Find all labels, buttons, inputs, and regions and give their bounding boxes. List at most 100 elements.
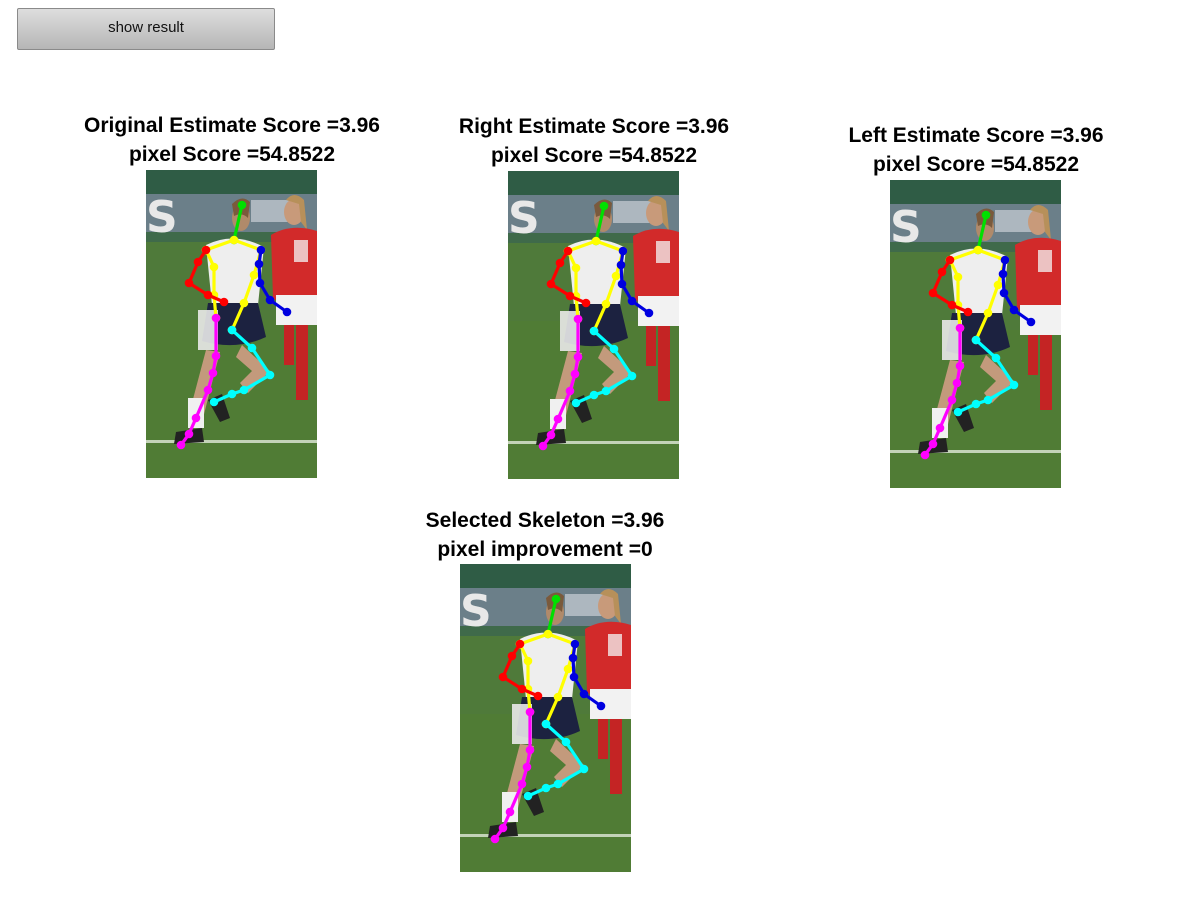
joint-dot xyxy=(991,353,1001,363)
joint-dot xyxy=(601,299,611,309)
joint-dot xyxy=(571,263,581,273)
joint-dot xyxy=(573,352,583,362)
left-estimate-score: Left Estimate Score =3.96 xyxy=(848,124,1104,147)
joint-dot xyxy=(227,325,237,335)
joint-dot xyxy=(209,397,219,407)
joint-dot xyxy=(553,692,563,702)
joint-dot xyxy=(953,407,963,417)
joint-dot xyxy=(208,368,218,378)
joint-dot xyxy=(983,308,993,318)
joint-dot xyxy=(219,297,229,307)
joint-dot xyxy=(517,684,527,694)
joint-dot xyxy=(570,369,580,379)
show-result-button[interactable]: show result xyxy=(17,8,275,50)
right-estimate-image: S xyxy=(508,171,679,479)
svg-text:S: S xyxy=(146,192,178,243)
original-estimate-score: Original Estimate Score =3.96 xyxy=(84,114,380,137)
joint-dot xyxy=(599,201,609,211)
joint-dot xyxy=(983,395,993,405)
joint-dot xyxy=(945,255,955,265)
joint-dot xyxy=(191,413,201,423)
joint-dot xyxy=(579,764,589,774)
joint-dot xyxy=(609,344,619,354)
joint-dot xyxy=(533,691,543,701)
svg-text:S: S xyxy=(890,202,922,253)
selected-pixel-improvement: pixel improvement =0 xyxy=(437,538,653,561)
joint-dot xyxy=(928,439,938,449)
joint-dot xyxy=(571,398,581,408)
background-player xyxy=(271,195,317,400)
joint-dot xyxy=(265,295,275,305)
joint-dot xyxy=(254,259,264,269)
joint-dot xyxy=(546,430,556,440)
scene-svg: S xyxy=(146,170,317,478)
skeleton-overlay xyxy=(920,210,1036,460)
joint-dot xyxy=(523,656,533,666)
joint-dot xyxy=(543,629,553,639)
left-pixel-score: pixel Score =54.8522 xyxy=(872,153,1080,176)
joint-dot xyxy=(993,280,1003,290)
joint-dot xyxy=(947,300,957,310)
joint-dot xyxy=(998,269,1008,279)
joint-dot xyxy=(568,653,578,663)
joint-dot xyxy=(255,278,265,288)
joint-dot xyxy=(565,386,575,396)
joint-dot xyxy=(203,385,213,395)
joint-dot xyxy=(1026,317,1036,327)
joint-dot xyxy=(229,235,239,245)
svg-text:S: S xyxy=(460,586,492,637)
joint-dot xyxy=(591,236,601,246)
joint-dot xyxy=(553,779,563,789)
scene-svg: S xyxy=(460,564,631,872)
joint-dot xyxy=(498,823,508,833)
torso-hip-limb xyxy=(204,248,218,320)
right-estimate-score: Right Estimate Score =3.96 xyxy=(458,115,730,138)
head-limb xyxy=(232,203,244,242)
joint-dot xyxy=(522,762,532,772)
joint-dot xyxy=(555,258,565,268)
scene-svg: S xyxy=(890,180,1061,488)
selected-skeleton-image: S xyxy=(460,564,631,872)
joint-dot xyxy=(920,450,930,460)
joint-dot xyxy=(947,395,957,405)
joint-dot xyxy=(237,200,247,210)
joint-dot xyxy=(617,279,627,289)
joint-dot xyxy=(569,672,579,682)
joint-dot xyxy=(928,288,938,298)
joint-dot xyxy=(193,257,203,267)
joint-dot xyxy=(561,737,571,747)
joint-dot xyxy=(249,270,259,280)
joint-dot xyxy=(981,210,991,220)
joint-dot xyxy=(553,414,563,424)
joint-dot xyxy=(973,245,983,255)
joint-dot xyxy=(1009,380,1019,390)
joint-dot xyxy=(239,385,249,395)
left-estimate-image: S xyxy=(890,180,1061,488)
joint-dot xyxy=(515,639,525,649)
joint-dot xyxy=(265,370,275,380)
joint-dot xyxy=(955,323,965,333)
skeleton-overlay xyxy=(176,200,292,450)
joint-dot xyxy=(589,390,599,400)
joint-dot xyxy=(618,246,628,256)
skeleton-overlay xyxy=(490,594,606,844)
joint-dot xyxy=(211,313,221,323)
joint-dot xyxy=(507,651,517,661)
joint-dot xyxy=(611,271,621,281)
torso-hip-limb xyxy=(566,249,580,321)
joint-dot xyxy=(505,807,515,817)
left-estimate-title: Left Estimate Score =3.96 pixel Score =5… xyxy=(848,121,1103,179)
joint-dot xyxy=(517,779,527,789)
selected-skeleton-score: Selected Skeleton =3.96 xyxy=(425,509,665,532)
head-limb xyxy=(546,597,558,636)
joint-dot xyxy=(1000,255,1010,265)
joint-dot xyxy=(952,378,962,388)
joint-dot xyxy=(498,672,508,682)
torso-hip-limb xyxy=(948,258,962,330)
head-limb xyxy=(594,204,606,243)
joint-dot xyxy=(551,594,561,604)
joint-dot xyxy=(184,429,194,439)
joint-dot xyxy=(490,834,500,844)
joint-dot xyxy=(937,267,947,277)
joint-dot xyxy=(953,272,963,282)
